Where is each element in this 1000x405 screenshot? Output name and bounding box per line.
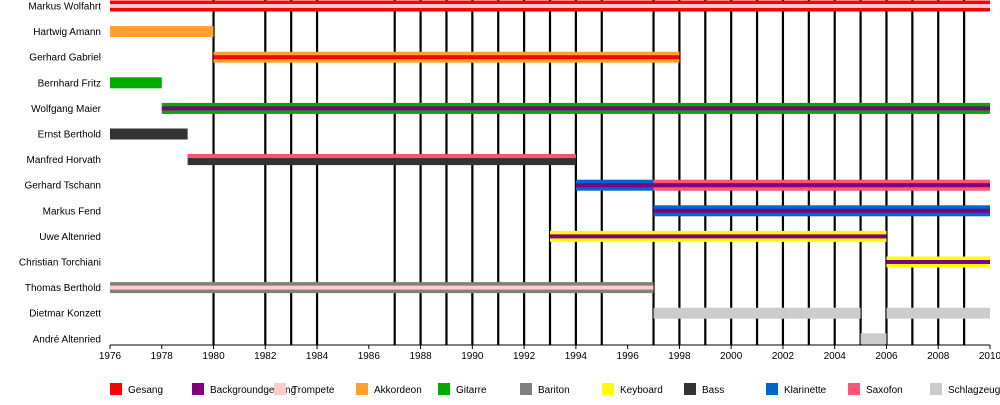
x-tick-label-2006: 2006 (875, 351, 898, 362)
bar-1-0 (110, 26, 214, 38)
x-tick-label-2000: 2000 (720, 351, 743, 362)
member-name-3: Bernhard Fritz (38, 78, 101, 89)
legend-label-5: Bariton (538, 385, 570, 396)
member-name-7: Gerhard Tschann (24, 181, 101, 192)
legend-label-7: Bass (702, 385, 724, 396)
legend-label-10: Schlagzeug (948, 385, 1000, 396)
x-tick-label-2004: 2004 (824, 351, 847, 362)
legend-swatch-2 (274, 383, 286, 395)
bar-stripe-11-0 (110, 285, 654, 290)
legend-label-6: Keyboard (620, 385, 663, 396)
legend-swatch-0 (110, 383, 122, 395)
legend-swatch-3 (356, 383, 368, 395)
legend-label-2: Trompete (292, 385, 335, 396)
x-tick-label-2010: 2010 (979, 351, 1000, 362)
member-name-10: Christian Torchiani (19, 258, 101, 269)
bar-5-0 (110, 128, 188, 140)
x-tick-label-1978: 1978 (151, 351, 174, 362)
legend-label-9: Saxofon (866, 385, 903, 396)
member-name-6: Manfred Horvath (27, 155, 101, 166)
x-tick-label-1986: 1986 (358, 351, 381, 362)
x-tick-label-1976: 1976 (99, 351, 122, 362)
member-bars (110, 0, 990, 345)
member-name-8: Markus Fend (43, 206, 101, 217)
member-name-0: Markus Wolfahrt (28, 2, 101, 13)
legend-swatch-6 (602, 383, 614, 395)
member-name-11: Thomas Berthold (25, 283, 101, 294)
bar-12-0 (653, 307, 861, 319)
bar-stripe-7-0 (575, 183, 654, 188)
legend-label-3: Akkordeon (374, 385, 422, 396)
member-name-2: Gerhard Gabriel (29, 53, 101, 64)
member-name-1: Hartwig Amann (33, 27, 101, 38)
bar-13-0 (860, 333, 887, 345)
bar-stripe-9-1 (653, 234, 887, 239)
member-names: Markus Wolfahrt Hartwig Amann Gerhard Gabr… (19, 2, 102, 346)
bar-top-6-0 (187, 154, 576, 159)
legend-swatch-8 (766, 383, 778, 395)
member-name-4: Wolfgang Maier (31, 104, 102, 115)
x-tick-label-1980: 1980 (202, 351, 225, 362)
bar-12-1 (886, 307, 990, 319)
x-tick-label-1992: 1992 (513, 351, 536, 362)
x-tick-label-1982: 1982 (254, 351, 277, 362)
member-name-5: Ernst Berthold (38, 130, 101, 141)
member-name-12: Dietmar Konzett (29, 309, 101, 320)
bar-3-0 (110, 77, 162, 89)
x-tick-label-1996: 1996 (617, 351, 640, 362)
legend-swatch-1 (192, 383, 204, 395)
bar-stripe-9-0 (550, 234, 654, 239)
bar-stripe-4-0 (161, 106, 990, 111)
member-name-9: Uwe Altenried (39, 232, 101, 243)
bar-stripe-10-0 (886, 260, 990, 264)
legend-swatch-4 (438, 383, 450, 395)
x-tick-label-1988: 1988 (409, 351, 432, 362)
member-name-13: André Altenried (33, 334, 101, 345)
bar-6-0 (187, 154, 576, 166)
x-tick-label-2002: 2002 (772, 351, 795, 362)
legend-label-4: Gitarre (456, 385, 487, 396)
x-tick-label-1990: 1990 (461, 351, 484, 362)
legend-label-1: Backgroundgesang (210, 385, 296, 396)
x-tick-label-2008: 2008 (927, 351, 950, 362)
legend-swatch-7 (684, 383, 696, 395)
bar-stripe-0-0 (110, 4, 990, 8)
bar-stripe-8-0 (653, 208, 990, 213)
legend-swatch-5 (520, 383, 532, 395)
x-tick-label-1998: 1998 (668, 351, 691, 362)
x-tick-label-1984: 1984 (306, 351, 329, 362)
legend-label-0: Gesang (128, 385, 163, 396)
bar-stripe-7-1 (653, 183, 990, 188)
x-tick-label-1994: 1994 (565, 351, 588, 362)
legend-swatch-9 (848, 383, 860, 395)
bar-stripe-2-0 (213, 55, 680, 60)
x-axis: 1976 1978 1980 1982 1984 1986 1988 1990 1992 1994… (99, 344, 1000, 362)
legend-label-8: Klarinette (784, 385, 827, 396)
legend-swatch-10 (930, 383, 942, 395)
